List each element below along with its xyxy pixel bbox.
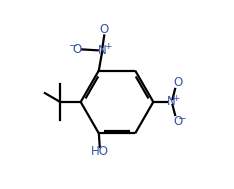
Text: O: O [100,23,109,36]
Text: O: O [173,76,182,89]
Text: N: N [167,95,175,108]
Text: N: N [98,44,107,57]
Text: −: − [69,41,77,51]
Text: HO: HO [91,145,109,158]
Text: +: + [172,94,180,103]
Text: O: O [73,43,82,56]
Text: O: O [173,115,182,128]
Text: +: + [104,43,111,51]
Text: −: − [178,114,187,124]
